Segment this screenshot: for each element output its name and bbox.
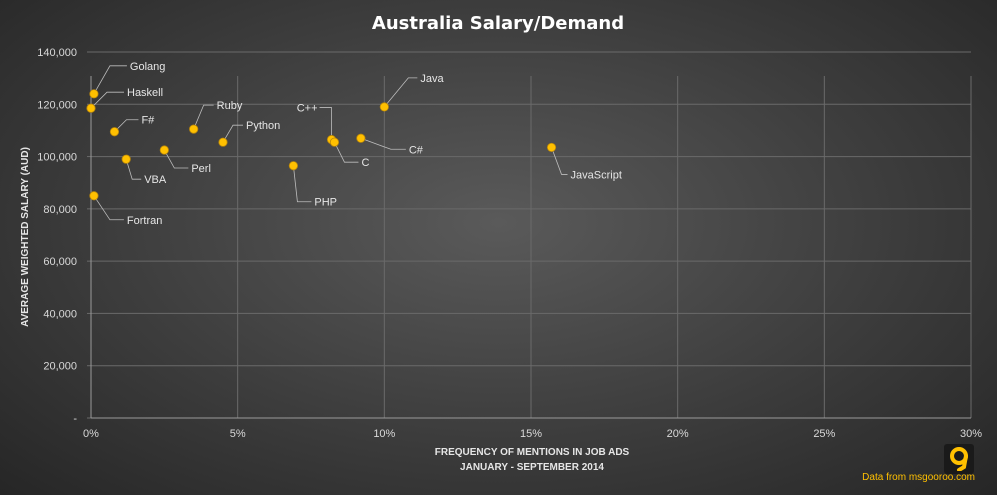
leader-line bbox=[384, 77, 418, 108]
x-axis-subtitle: JANUARY - SEPTEMBER 2014 bbox=[460, 462, 604, 473]
data-point bbox=[218, 137, 228, 147]
x-tick-label: 15% bbox=[520, 428, 542, 440]
data-point bbox=[379, 102, 389, 112]
point-label: PHP bbox=[314, 197, 337, 209]
point-label: Fortran bbox=[127, 215, 162, 227]
data-point bbox=[288, 161, 298, 171]
leader-line bbox=[163, 149, 189, 169]
y-tick-label: 40,000 bbox=[43, 308, 77, 320]
leader-line bbox=[93, 65, 127, 95]
data-point bbox=[109, 127, 120, 137]
y-tick-label: 60,000 bbox=[43, 256, 77, 268]
x-tick-label: 0% bbox=[83, 428, 99, 440]
data-point bbox=[356, 133, 366, 143]
point-label: C++ bbox=[297, 103, 318, 115]
x-tick-label: 5% bbox=[230, 428, 246, 440]
x-axis-title: FREQUENCY OF MENTIONS IN JOB ADS bbox=[435, 447, 630, 458]
leader-line bbox=[114, 119, 139, 133]
point-label: JavaScript bbox=[571, 169, 622, 181]
x-tick-label: 20% bbox=[667, 428, 689, 440]
y-tick-label: 140,000 bbox=[37, 47, 77, 59]
data-point bbox=[121, 154, 131, 164]
y-tick-label: 20,000 bbox=[43, 361, 77, 373]
y-axis-title: AVERAGE WEIGHTED SALARY (AUD) bbox=[20, 147, 31, 327]
y-tick-label: 120,000 bbox=[37, 99, 77, 111]
point-label: Java bbox=[420, 73, 444, 85]
leader-line bbox=[360, 137, 406, 150]
chart-title: Australia Salary/Demand bbox=[372, 13, 624, 34]
leader-line bbox=[193, 104, 214, 130]
leader-line bbox=[90, 91, 124, 109]
y-tick-label: 80,000 bbox=[43, 204, 77, 216]
leader-line bbox=[93, 195, 124, 221]
point-label: C# bbox=[409, 144, 424, 156]
leader-line bbox=[551, 147, 568, 175]
y-tick-label: 100,000 bbox=[37, 152, 77, 164]
data-point bbox=[329, 137, 340, 147]
point-label: Golang bbox=[130, 61, 165, 73]
leader-line bbox=[125, 159, 142, 180]
data-point bbox=[86, 103, 96, 113]
point-label: C bbox=[361, 157, 369, 169]
x-tick-label: 25% bbox=[813, 428, 835, 440]
data-source-note: Data from msgooroo.com bbox=[862, 472, 975, 483]
point-label: Haskell bbox=[127, 87, 163, 99]
data-point bbox=[89, 191, 99, 201]
msgooroo-logo-icon bbox=[944, 444, 974, 474]
x-tick-label: 30% bbox=[960, 428, 982, 440]
leader-line bbox=[319, 107, 332, 140]
leader-line bbox=[293, 165, 312, 203]
point-label: Perl bbox=[191, 163, 211, 175]
leader-line bbox=[222, 124, 243, 143]
data-point bbox=[159, 145, 169, 155]
leader-line bbox=[334, 142, 359, 163]
point-label: Ruby bbox=[217, 100, 243, 112]
data-point bbox=[89, 89, 99, 99]
x-tick-label: 10% bbox=[373, 428, 395, 440]
data-point bbox=[546, 142, 557, 153]
logo-nine-glyph bbox=[950, 447, 968, 471]
point-label: Python bbox=[246, 120, 280, 132]
y-tick-label: - bbox=[73, 413, 77, 425]
point-label: VBA bbox=[144, 174, 167, 186]
point-label: F# bbox=[141, 115, 155, 127]
data-point bbox=[189, 124, 199, 134]
